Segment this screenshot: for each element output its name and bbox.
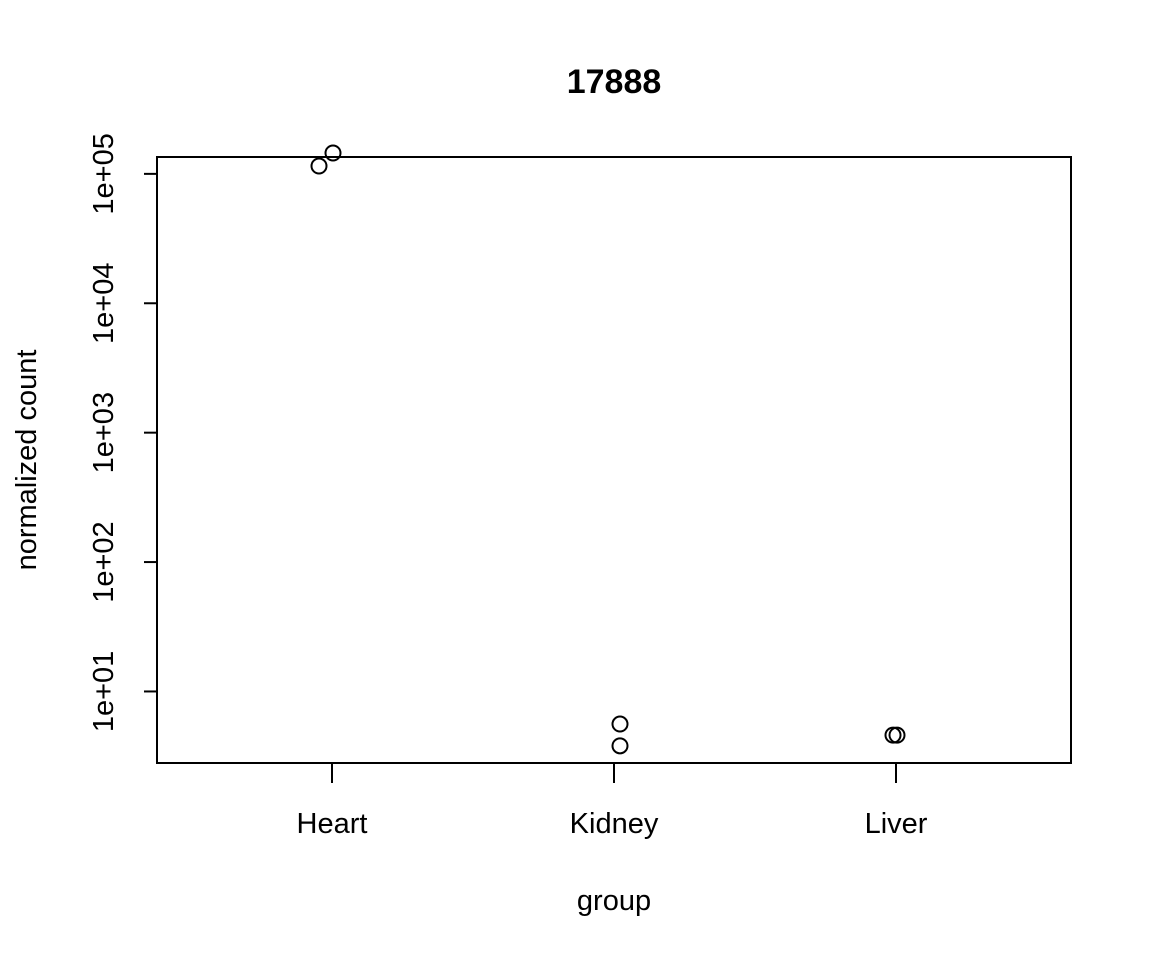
y-axis-label: normalized count xyxy=(11,350,43,571)
x-axis-label: group xyxy=(577,885,651,917)
data-point xyxy=(611,715,629,733)
y-axis: 1e+01 1e+02 1e+03 1e+04 1e+05 xyxy=(88,133,157,732)
data-point xyxy=(324,144,342,162)
plot-frame xyxy=(156,156,1072,764)
data-points xyxy=(310,144,906,755)
y-tick-label: 1e+03 xyxy=(88,392,120,473)
x-tick-label: Heart xyxy=(297,808,368,840)
x-tick-label: Kidney xyxy=(570,808,659,840)
y-tick-label: 1e+04 xyxy=(88,263,120,344)
y-tick-label: 1e+02 xyxy=(88,521,120,602)
y-tick-label: 1e+05 xyxy=(88,133,120,214)
data-point xyxy=(611,737,629,755)
x-axis: Heart Kidney Liver xyxy=(297,763,928,840)
x-tick-label: Liver xyxy=(865,808,928,840)
data-point xyxy=(310,157,328,175)
chart-title: 17888 xyxy=(567,63,662,101)
data-point xyxy=(888,726,906,744)
y-tick-label: 1e+01 xyxy=(88,651,120,732)
